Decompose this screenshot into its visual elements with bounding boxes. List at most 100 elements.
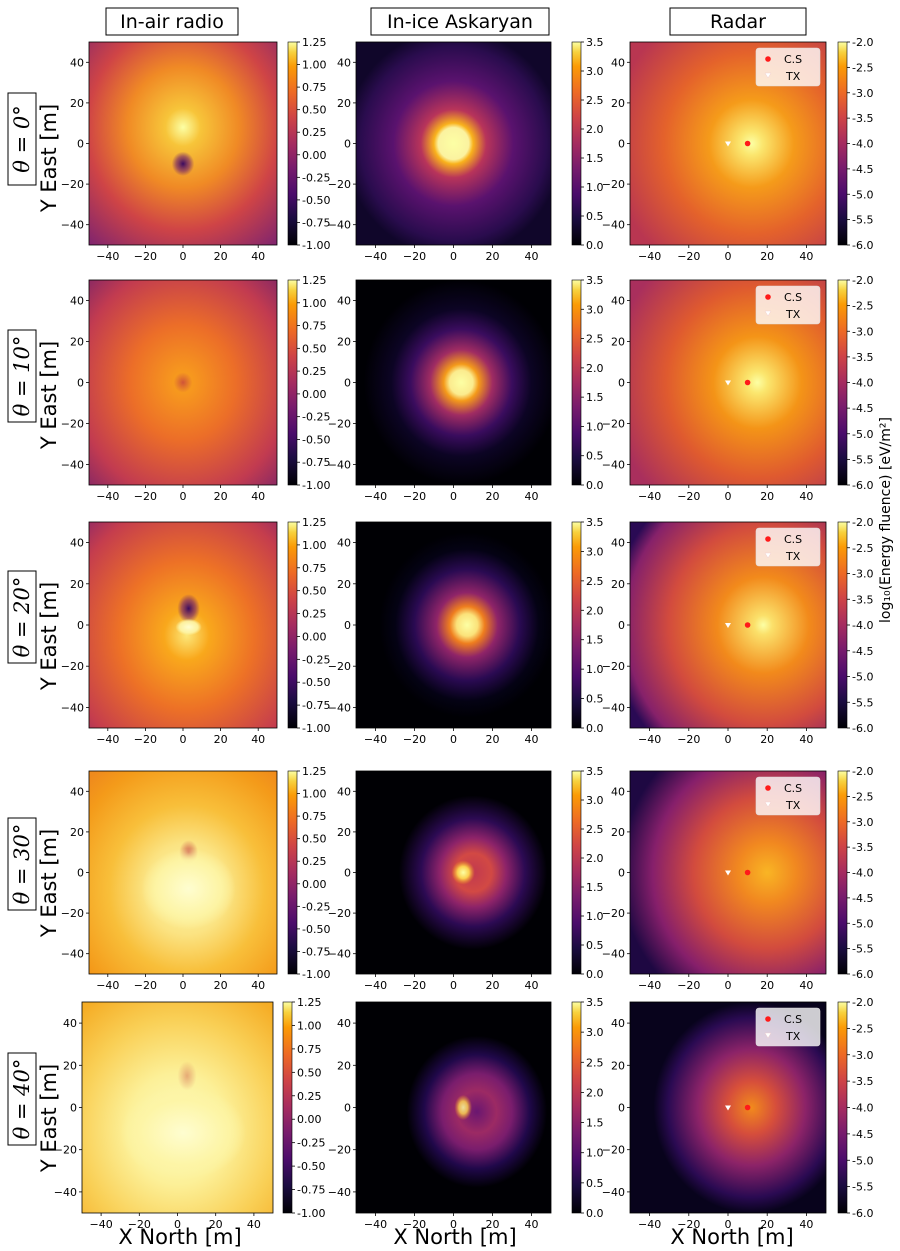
colorbar-tick-label: -4.5 — [852, 163, 873, 176]
colorbar-tick-label: -0.50 — [302, 194, 330, 207]
colorbar-tick-label: -5.5 — [852, 214, 873, 227]
x-tick-label: 20 — [486, 979, 500, 992]
colorbar-tick-label: 1.5 — [586, 391, 604, 404]
colorbar-tick-label: -0.50 — [302, 676, 330, 689]
colorbar-tick-label: -6.0 — [852, 722, 873, 735]
y-tick-label: 40 — [70, 537, 84, 550]
colorbar-tick-label: -5.0 — [852, 188, 873, 201]
colorbar-label: log₁₀(Energy fluence) [eV/m²] — [878, 417, 894, 623]
x-tick-label: 0 — [725, 250, 732, 263]
y-tick-label: −20 — [328, 1144, 351, 1157]
colorbar-tick-label: 3.5 — [586, 765, 604, 778]
colorbar-tick-label: 0.0 — [586, 722, 604, 735]
x-tick-label: −40 — [638, 1218, 661, 1231]
y-tick-label: 20 — [611, 578, 625, 591]
x-axis-label-ice: X North [m] — [393, 1225, 516, 1249]
x-tick-label: −20 — [134, 979, 157, 992]
colorbar-tick-label: 3.0 — [586, 303, 604, 316]
y-axis-label: Y East [m] — [37, 582, 61, 691]
colorbar-tick-label: 2.0 — [586, 362, 604, 375]
x-tick-label: 20 — [486, 490, 500, 503]
colorbar-tick-label: 0.25 — [297, 1090, 322, 1103]
x-tick-label: 40 — [251, 250, 265, 263]
legend-tx-label: TX — [785, 308, 801, 321]
axes-ticks: −40 −20 0 20 40 40 20 0 −20 −40 — [602, 295, 814, 504]
x-tick-label: −40 — [638, 250, 661, 263]
y-tick-label: −20 — [61, 418, 84, 431]
row-theta-label: θ = 30° — [10, 824, 34, 905]
column-headers: In-air radio In-ice Askaryan Radar — [105, 7, 807, 36]
axes-ticks: −40 −20 0 20 40 40 20 0 −20 −40 — [328, 785, 539, 992]
colorbar-tick-label: 0.5 — [586, 1177, 604, 1190]
y-tick-label: −20 — [61, 178, 84, 191]
x-tick-label: 0 — [725, 979, 732, 992]
y-tick-label: 40 — [611, 537, 625, 550]
y-tick-label: 40 — [337, 1017, 351, 1030]
colorbar-tick-label: 3.5 — [586, 274, 604, 287]
y-tick-label: −40 — [328, 948, 351, 961]
colorbar-tick-label: 2.5 — [586, 575, 604, 588]
legend-tx-marker — [764, 72, 772, 79]
ice-field — [356, 42, 551, 245]
x-axis-label-air: X North [m] — [118, 1225, 241, 1249]
y-tick-label: 0 — [344, 867, 351, 880]
y-tick-label: −40 — [54, 1186, 77, 1199]
x-tick-label: 40 — [251, 979, 265, 992]
y-tick-label: 20 — [70, 97, 84, 110]
panel-r4-c2: C.STX−40 −20 0 20 4040200−20−40-2.0-2.5-3.0-… — [602, 996, 874, 1231]
colorbar-tick-label: -0.75 — [302, 699, 330, 712]
y-tick-label: 0 — [618, 138, 625, 151]
y-tick-label: 40 — [70, 785, 84, 798]
y-tick-label: 40 — [611, 295, 625, 308]
colorbar-tick-label: 1.00 — [302, 539, 327, 552]
air-field — [89, 42, 277, 245]
colorbar-tick-label: -4.5 — [852, 892, 873, 905]
heatmap-panels: −40 −20 0 20 4040200−20−401.251.000.750.500.… — [54, 36, 874, 1231]
legend-tx-marker — [764, 310, 772, 317]
x-tick-label: 40 — [799, 1218, 813, 1231]
air-core-dip — [173, 372, 193, 393]
colorbar-tick-label: 0.0 — [586, 239, 604, 252]
colorbar-tick-label: 2.5 — [586, 333, 604, 346]
axes-ticks: −40 −20 0 20 40 40 20 0 −20 −40 — [61, 295, 265, 504]
y-tick-label: 0 — [618, 867, 625, 880]
y-tick-label: 0 — [618, 1102, 625, 1115]
x-tick-label: −40 — [96, 250, 119, 263]
colorbar-tick-label: 1.25 — [297, 996, 322, 1009]
y-tick-label: 40 — [63, 1017, 77, 1030]
panel-r2-c2: C.STX−40 −20 0 20 4040200−20−40-2.0-2.5-3.0-… — [602, 516, 874, 746]
colorbar-tick-label: -5.5 — [852, 1181, 873, 1194]
colorbar-tick-label: -2.0 — [852, 274, 873, 287]
colorbar-tick-label: 2.0 — [586, 1086, 604, 1099]
y-tick-label: −20 — [602, 178, 625, 191]
colorbar-tick-label: 2.5 — [586, 94, 604, 107]
air-peak — [175, 618, 202, 636]
colorbar-tick-label: 3.0 — [586, 65, 604, 78]
colorbar-tick-label: -4.0 — [852, 867, 873, 880]
colorbar-tick-label: 3.0 — [586, 1026, 604, 1039]
row-label-3: θ = 30° Y East [m] — [7, 817, 61, 938]
cs-marker — [744, 379, 751, 386]
colorbar-tick-label: 1.5 — [586, 634, 604, 647]
x-tick-label: 40 — [525, 1218, 539, 1231]
legend-tx-label: TX — [785, 550, 801, 563]
row-theta-label: θ = 10° — [10, 336, 34, 417]
x-tick-label: 20 — [760, 1218, 774, 1231]
legend-cs-label: C.S — [784, 53, 802, 66]
column-title-ice: In-ice Askaryan — [387, 11, 533, 33]
colorbar-tick-label: 0.0 — [586, 1207, 604, 1220]
colorbar-tick-label: -0.25 — [302, 653, 330, 666]
ice-peak — [454, 1094, 473, 1121]
x-tick-label: 40 — [525, 250, 539, 263]
axes-ticks: −40 −20 0 20 40 40 20 0 −20 −40 — [602, 785, 814, 992]
colorbar-tick-label: -2.0 — [852, 36, 873, 49]
y-tick-label: −40 — [61, 701, 84, 714]
colorbar-tick-label: 0.00 — [297, 1113, 322, 1126]
x-tick-label: −20 — [677, 490, 700, 503]
y-tick-label: −20 — [328, 660, 351, 673]
colorbar-tick-label: 2.5 — [586, 823, 604, 836]
colorbar-tick-label: 0.5 — [586, 450, 604, 463]
colorbar-tick-label: -2.0 — [852, 996, 873, 1009]
tx-marker — [725, 141, 731, 147]
x-tick-label: −40 — [364, 1218, 387, 1231]
